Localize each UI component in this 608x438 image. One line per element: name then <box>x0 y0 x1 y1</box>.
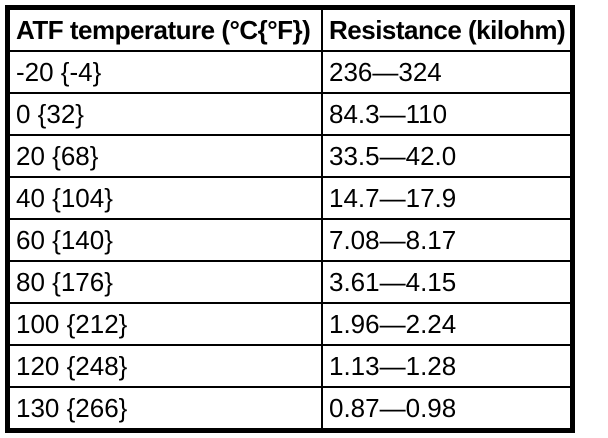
column-header-resistance: Resistance (kilohm) <box>322 9 571 51</box>
table-row: -20 {-4} 236—324 <box>9 51 571 93</box>
temperature-cell: 0 {32} <box>9 93 322 135</box>
table-row: 130 {266} 0.87—0.98 <box>9 387 571 429</box>
temperature-cell: 20 {68} <box>9 135 322 177</box>
resistance-cell: 14.7—17.9 <box>322 177 571 219</box>
resistance-cell: 0.87—0.98 <box>322 387 571 429</box>
resistance-cell: 1.96—2.24 <box>322 303 571 345</box>
table-row: 120 {248} 1.13—1.28 <box>9 345 571 387</box>
table-row: 20 {68} 33.5—42.0 <box>9 135 571 177</box>
resistance-cell: 236—324 <box>322 51 571 93</box>
resistance-cell: 33.5—42.0 <box>322 135 571 177</box>
atf-temperature-resistance-table: ATF temperature (°C{°F}) Resistance (kil… <box>5 5 575 433</box>
table-row: 100 {212} 1.96—2.24 <box>9 303 571 345</box>
table-row: 40 {104} 14.7—17.9 <box>9 177 571 219</box>
resistance-cell: 3.61—4.15 <box>322 261 571 303</box>
table-row: 0 {32} 84.3—110 <box>9 93 571 135</box>
temperature-cell: -20 {-4} <box>9 51 322 93</box>
temperature-cell: 130 {266} <box>9 387 322 429</box>
temperature-cell: 40 {104} <box>9 177 322 219</box>
temperature-cell: 120 {248} <box>9 345 322 387</box>
resistance-cell: 1.13—1.28 <box>322 345 571 387</box>
table-row: 60 {140} 7.08—8.17 <box>9 219 571 261</box>
temperature-cell: 80 {176} <box>9 261 322 303</box>
temperature-cell: 60 {140} <box>9 219 322 261</box>
column-header-temperature: ATF temperature (°C{°F}) <box>9 9 322 51</box>
temperature-cell: 100 {212} <box>9 303 322 345</box>
resistance-cell: 7.08—8.17 <box>322 219 571 261</box>
table-body: -20 {-4} 236—324 0 {32} 84.3—110 20 {68} 33.5… <box>9 51 571 429</box>
resistance-cell: 84.3—110 <box>322 93 571 135</box>
header-row: ATF temperature (°C{°F}) Resistance (kil… <box>9 9 571 51</box>
table-row: 80 {176} 3.61—4.15 <box>9 261 571 303</box>
